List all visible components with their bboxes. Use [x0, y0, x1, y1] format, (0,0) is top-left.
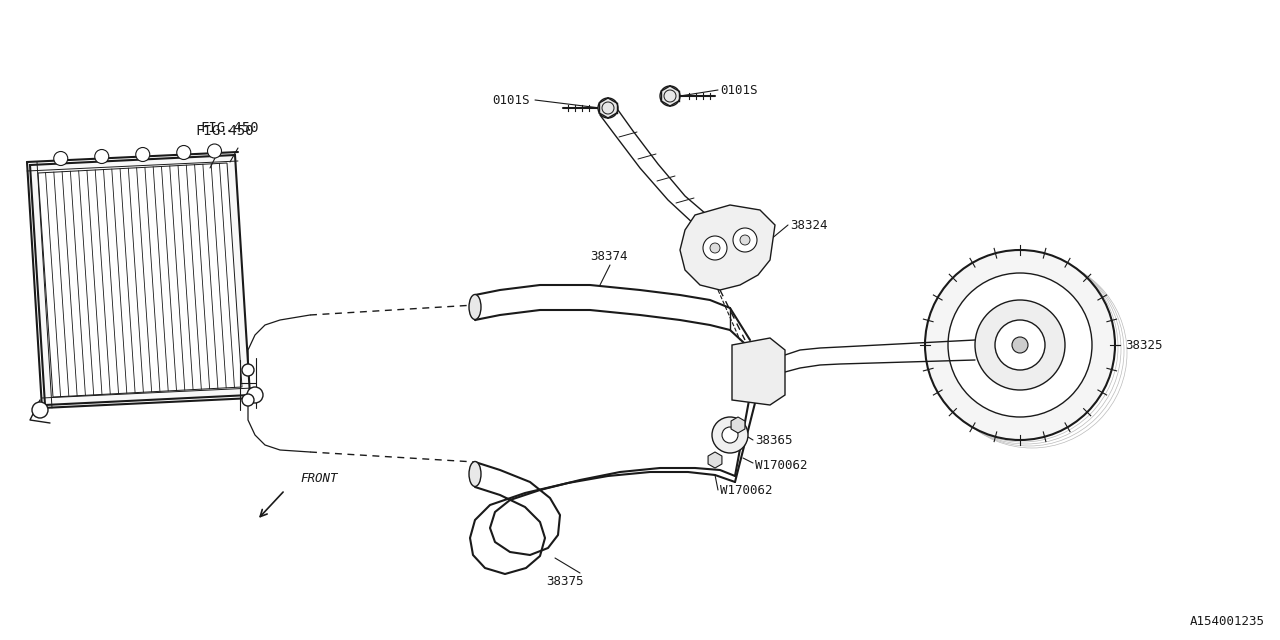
- Circle shape: [247, 387, 262, 403]
- Circle shape: [207, 144, 221, 158]
- Text: FIG.450: FIG.450: [200, 121, 259, 135]
- Text: 38325: 38325: [1125, 339, 1162, 351]
- Circle shape: [948, 273, 1092, 417]
- Circle shape: [136, 147, 150, 161]
- Circle shape: [1012, 337, 1028, 353]
- Text: 0101S: 0101S: [493, 93, 530, 106]
- Polygon shape: [731, 417, 745, 433]
- Circle shape: [995, 320, 1044, 370]
- Circle shape: [712, 417, 748, 453]
- Circle shape: [975, 300, 1065, 390]
- Circle shape: [54, 152, 68, 166]
- Ellipse shape: [468, 461, 481, 486]
- Circle shape: [660, 86, 680, 106]
- Text: 38375: 38375: [547, 575, 584, 588]
- Circle shape: [703, 236, 727, 260]
- Text: FRONT: FRONT: [300, 472, 338, 485]
- Circle shape: [242, 394, 253, 406]
- Circle shape: [242, 364, 253, 376]
- Polygon shape: [29, 155, 250, 405]
- Polygon shape: [38, 163, 242, 397]
- Polygon shape: [732, 338, 785, 405]
- Circle shape: [32, 402, 49, 418]
- Ellipse shape: [468, 294, 481, 319]
- Text: 38324: 38324: [790, 218, 827, 232]
- Circle shape: [733, 228, 756, 252]
- Text: W170062: W170062: [721, 483, 773, 497]
- Circle shape: [177, 145, 191, 159]
- Circle shape: [598, 98, 618, 118]
- Text: A154001235: A154001235: [1190, 615, 1265, 628]
- Circle shape: [925, 250, 1115, 440]
- Text: 38374: 38374: [590, 250, 627, 263]
- Polygon shape: [708, 452, 722, 468]
- Polygon shape: [680, 205, 774, 290]
- Text: 0101S: 0101S: [721, 83, 758, 97]
- Text: W170062: W170062: [755, 458, 808, 472]
- Circle shape: [95, 150, 109, 163]
- Circle shape: [740, 235, 750, 245]
- Circle shape: [710, 243, 721, 253]
- Circle shape: [722, 427, 739, 443]
- Text: 38365: 38365: [755, 433, 792, 447]
- Text: FIG.450: FIG.450: [195, 124, 253, 138]
